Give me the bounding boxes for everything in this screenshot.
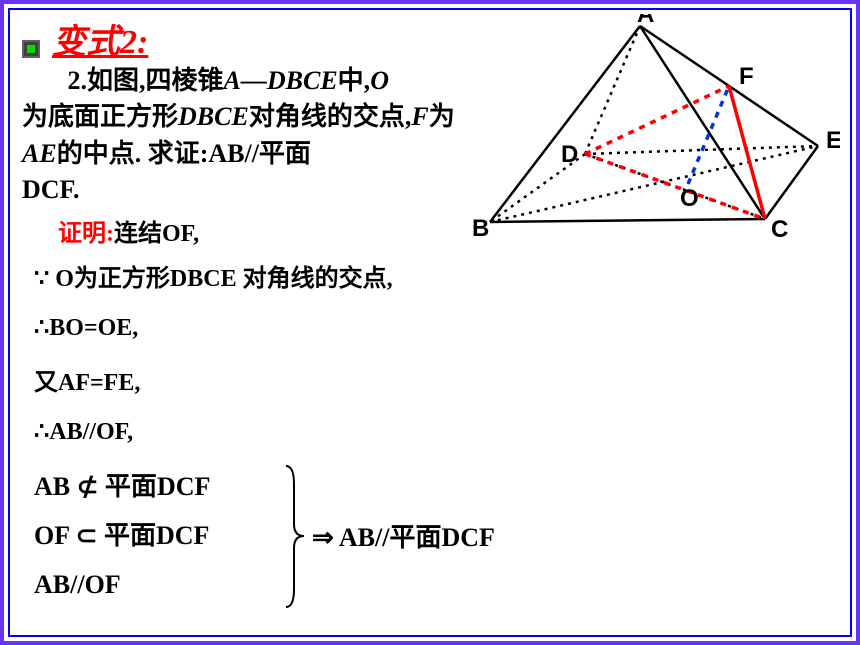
p3c: //平面 [244, 139, 310, 168]
bullet-icon [22, 40, 40, 58]
proof-l2: ∴BO=OE, [22, 313, 846, 342]
p2b: 对角线的交点, [249, 102, 412, 131]
svg-text:C: C [771, 216, 788, 243]
c2a: OF [34, 521, 69, 550]
pyramid-diagram: A B C D E F O [470, 14, 840, 244]
svg-text:F: F [739, 63, 754, 90]
p2a: 为底面正方形 [22, 102, 178, 131]
c2c: DCF [156, 521, 209, 550]
svg-text:D: D [561, 141, 578, 168]
outer-frame: 变式2: 2.如图,四棱锥A—DBCE中,O 为底面正方形DBCE对角线的交点,… [0, 0, 860, 645]
slide-content: 变式2: 2.如图,四棱锥A—DBCE中,O 为底面正方形DBCE对角线的交点,… [22, 14, 846, 631]
problem-text: 2.如图,四棱锥A—DBCE中,O 为底面正方形DBCE对角线的交点,F为 AE的… [22, 63, 482, 209]
c1b: 平面 [105, 472, 157, 501]
proof-of: 连结OF, [114, 221, 199, 247]
conclusion-block: AB ⊄ 平面DCF OF ⊂ 平面DCF AB//OF ⇒ AB//平面DCF [22, 462, 846, 610]
p-f: F [411, 102, 428, 131]
c1sym: ⊄ [77, 472, 99, 501]
impl-sym: ⇒ [312, 523, 334, 552]
p-o: O [370, 66, 389, 95]
p3b: 的中点. 求证: [57, 139, 209, 168]
c2sym: ⊂ [76, 521, 98, 550]
p-ab: AB [208, 139, 244, 168]
impl-plane: 平面 [389, 523, 441, 552]
impl-ab: AB// [339, 523, 390, 552]
right-brace-icon [284, 464, 306, 609]
c1a: AB [34, 472, 70, 501]
p-adbce: A—DBCE [224, 66, 338, 95]
proof-label: 证明: [58, 221, 114, 247]
implies-text: ⇒ AB//平面DCF [312, 517, 495, 554]
proof-l4: ∴AB//OF, [22, 417, 846, 446]
problem-num: 2. [68, 66, 88, 95]
proof-l3: 又AF=FE, [22, 362, 846, 397]
svg-text:E: E [826, 127, 840, 154]
p-dcf: DCF. [22, 175, 80, 204]
p1a: 如图,四棱锥 [87, 66, 224, 95]
variant-title: 变式2: [52, 24, 148, 61]
conc-1: AB ⊄ 平面DCF [34, 462, 846, 511]
svg-text:O: O [680, 185, 699, 212]
p1b: 中, [338, 66, 371, 95]
p3a: 为 [429, 102, 455, 131]
svg-text:B: B [472, 215, 489, 242]
c1c: DCF [157, 472, 210, 501]
svg-text:A: A [637, 14, 654, 28]
impl-dcf: DCF [441, 523, 494, 552]
conc-3: AB//OF [34, 560, 846, 609]
p-ae: AE [22, 139, 57, 168]
p-dbce: DBCE [178, 102, 249, 131]
c2b: 平面 [104, 521, 156, 550]
proof-l1: ∵ O为正方形DBCE 对角线的交点, [22, 258, 846, 293]
